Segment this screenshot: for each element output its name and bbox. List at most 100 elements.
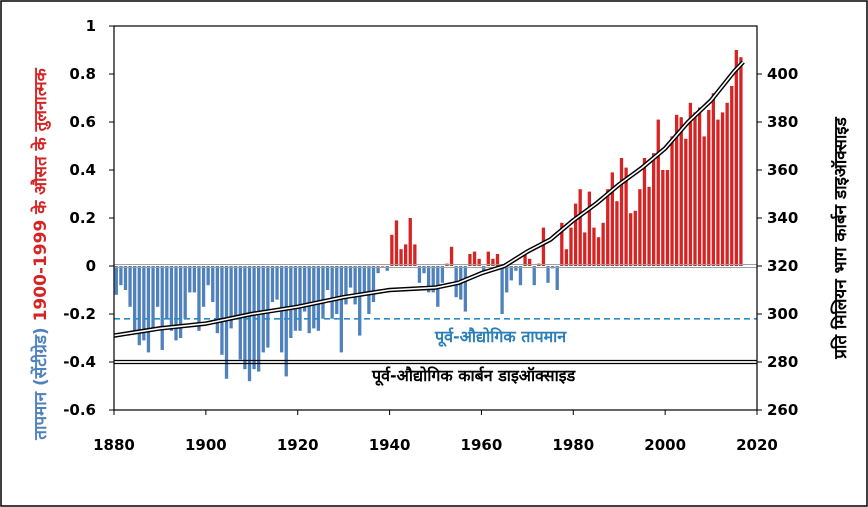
y2-tick-label: 300	[767, 305, 798, 323]
temp-bar	[220, 266, 224, 355]
temp-bar	[463, 266, 468, 312]
temp-bar	[394, 220, 399, 266]
temp-bar	[638, 189, 642, 266]
temp-bar	[477, 258, 481, 266]
temp-bar	[684, 138, 688, 266]
temp-bar	[247, 266, 252, 382]
temp-bar	[633, 210, 637, 266]
temp-bar	[160, 266, 164, 350]
temp-bar	[201, 266, 206, 307]
temp-bar	[252, 266, 256, 370]
temp-bar	[532, 266, 536, 286]
y2-tick-label: 360	[767, 161, 798, 179]
ticks-group: 1 0.8 0.6 0.4 0.2 0 -0.2 -0.4 -0.6 400 380 360 340 32…	[63, 17, 798, 454]
temp-bar	[523, 254, 527, 266]
temp-bar	[339, 266, 343, 353]
temp-bar	[720, 112, 725, 267]
temp-bar	[312, 266, 316, 329]
temp-bar	[183, 266, 187, 319]
temp-bar	[229, 266, 233, 329]
temp-bar	[711, 93, 716, 266]
temp-bar	[275, 266, 279, 300]
temp-bar	[165, 266, 169, 319]
temp-bar	[656, 119, 660, 266]
temp-bar	[385, 266, 389, 271]
temp-bar	[376, 266, 380, 274]
temp-bar	[137, 266, 141, 346]
temp-bar	[472, 251, 477, 266]
temp-bar	[123, 266, 128, 290]
temp-bar	[293, 266, 298, 331]
temp-bar	[509, 266, 513, 281]
temp-bar	[449, 246, 454, 266]
temp-bar	[284, 266, 288, 377]
temp-bar	[486, 251, 490, 266]
temp-bar	[468, 254, 472, 266]
temp-bar	[573, 203, 578, 266]
temp-bar	[578, 189, 582, 266]
temp-bar	[302, 266, 307, 312]
x-tick-label: 1880	[93, 436, 135, 454]
temp-bar	[725, 102, 729, 266]
temp-bar	[422, 266, 426, 274]
temp-bar	[730, 86, 734, 266]
bars-group	[114, 50, 743, 382]
temp-bar	[178, 266, 183, 338]
temp-bar	[358, 266, 362, 336]
temp-bar	[665, 170, 670, 266]
temp-bar	[133, 266, 137, 334]
temp-bar	[197, 266, 201, 331]
y-tick-label: -0.4	[63, 353, 96, 371]
y-tick-label: 1	[86, 17, 96, 35]
y-tick-label: -0.2	[63, 305, 96, 323]
temp-bar	[592, 227, 596, 266]
temp-bar	[142, 266, 146, 341]
temp-bar	[518, 266, 523, 286]
temp-bar	[325, 266, 330, 290]
temp-bar	[716, 119, 720, 266]
temp-bar	[151, 266, 155, 331]
temp-bar	[670, 136, 674, 266]
temp-bar	[596, 237, 601, 266]
temp-bar	[693, 112, 697, 267]
temp-bar	[431, 266, 435, 293]
y2-axis-label: प्रति मिलियन भाग कार्बन डाइऑक्साइड	[830, 116, 851, 359]
y2-tick-label: 260	[767, 401, 798, 419]
temp-bar	[215, 266, 219, 334]
temp-bar	[587, 191, 592, 266]
temp-bar	[546, 266, 550, 283]
temp-bar	[629, 213, 633, 266]
temp-bar	[642, 158, 647, 266]
temp-bar	[362, 266, 366, 295]
temp-bar	[555, 266, 559, 290]
temp-bar	[564, 249, 569, 266]
x-tick-label: 1900	[185, 436, 227, 454]
temp-bar	[413, 244, 417, 266]
x-tick-label: 2000	[644, 436, 686, 454]
temp-bar	[408, 218, 412, 266]
temp-bar	[335, 266, 339, 314]
y2-tick-label: 400	[767, 65, 798, 83]
temp-bar	[330, 266, 334, 319]
y2-tick-label: 340	[767, 209, 798, 227]
temp-bar	[119, 266, 123, 286]
temp-bar	[224, 266, 229, 379]
temp-bar	[211, 266, 215, 302]
temp-bar	[482, 266, 486, 274]
x-tick-label: 1920	[277, 436, 319, 454]
temp-bar	[348, 266, 353, 288]
temp-bar	[234, 266, 238, 319]
temp-bar	[344, 266, 348, 305]
temp-bar	[381, 266, 385, 267]
temp-bar	[188, 266, 192, 293]
temp-bar	[321, 266, 325, 319]
y-tick-label: -0.6	[63, 401, 96, 419]
temp-bar	[390, 234, 394, 266]
temp-bar	[289, 266, 293, 338]
x-tick-label: 1980	[552, 436, 594, 454]
lines-group	[113, 60, 757, 365]
temp-bar	[417, 266, 422, 283]
temp-bar	[679, 117, 683, 266]
